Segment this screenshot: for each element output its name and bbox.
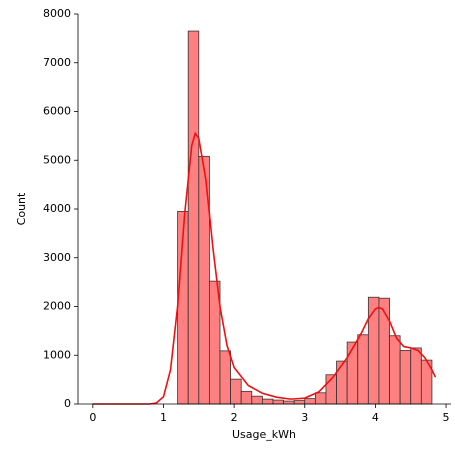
y-tick-label: 8000 xyxy=(43,7,71,20)
x-tick-label: 2 xyxy=(231,411,238,424)
y-tick-label: 7000 xyxy=(43,56,71,69)
x-axis-label: Usage_kWh xyxy=(232,428,296,441)
y-tick-label: 6000 xyxy=(43,105,71,118)
bar xyxy=(251,395,263,405)
kde-line xyxy=(92,131,437,405)
bar xyxy=(389,335,401,405)
bar xyxy=(272,399,284,405)
bar xyxy=(261,398,274,405)
bar xyxy=(367,296,380,405)
x-tick-label: 4 xyxy=(372,411,379,424)
bar xyxy=(304,398,316,405)
y-axis-label: Count xyxy=(15,192,28,225)
y-tick-label: 0 xyxy=(64,397,71,410)
bar xyxy=(346,341,359,405)
bar xyxy=(219,350,231,405)
x-tick-label: 0 xyxy=(89,411,96,424)
y-tick-label: 1000 xyxy=(43,348,71,361)
bar xyxy=(283,400,295,405)
bar xyxy=(187,30,200,405)
x-tick-label: 5 xyxy=(443,411,450,424)
y-tick-label: 2000 xyxy=(43,300,71,313)
bar xyxy=(293,400,306,405)
bar xyxy=(336,360,348,405)
bar xyxy=(410,347,422,405)
x-tick-label: 3 xyxy=(301,411,308,424)
y-tick-label: 5000 xyxy=(43,153,71,166)
bar xyxy=(230,378,242,405)
bar xyxy=(378,297,390,405)
bar xyxy=(399,349,412,405)
x-tick-label: 1 xyxy=(160,411,167,424)
y-tick-label: 3000 xyxy=(43,251,71,264)
bar xyxy=(314,392,327,405)
y-tick-label: 4000 xyxy=(43,202,71,215)
bar xyxy=(357,334,369,405)
bar xyxy=(240,390,253,405)
